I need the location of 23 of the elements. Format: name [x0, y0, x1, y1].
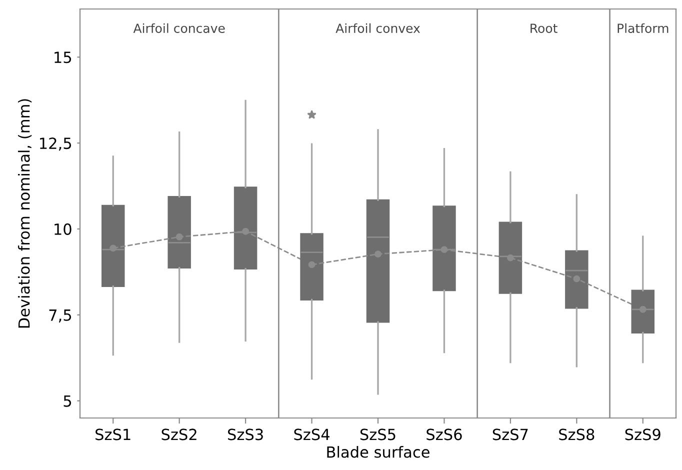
- x-tick-label: SzS6: [426, 428, 462, 440]
- point: [110, 244, 117, 252]
- point: [242, 228, 250, 235]
- y-tick-label: 12,5: [40, 138, 72, 151]
- y-tick-label: 15: [54, 52, 72, 64]
- x-tick-label: SzS5: [360, 428, 396, 440]
- x-tick-label: SzS8: [559, 428, 594, 440]
- text: Airfoil concave: [133, 23, 225, 33]
- x-tick-label: SzS4: [294, 428, 330, 440]
- x-tick-label: SzS1: [96, 428, 130, 440]
- text: Platform: [618, 23, 668, 33]
- x-axis-title: Blade surface: [327, 446, 430, 458]
- y-tick-label: 10: [54, 223, 72, 235]
- x-tick-label: SzS7: [492, 428, 528, 440]
- text: Airfoil convex: [336, 23, 420, 33]
- x-tick-label: SzS3: [228, 428, 263, 440]
- y-axis-title: Deviation from nominal, (mm): [18, 99, 32, 328]
- x-tick-label: SzS2: [162, 428, 196, 440]
- y-tick-label: 7,5: [49, 310, 72, 322]
- point: [176, 233, 183, 240]
- text: Root: [530, 24, 558, 33]
- x-tick-label: SzS9: [625, 428, 660, 440]
- y-tick-label: 5: [64, 395, 72, 407]
